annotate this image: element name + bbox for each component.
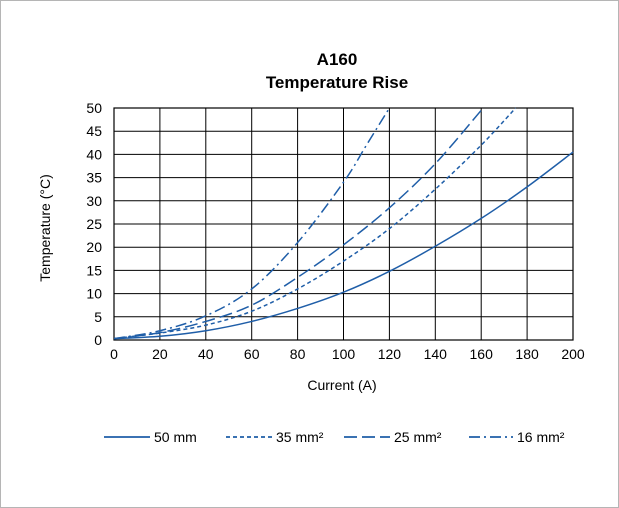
x-tick-label: 80 [290, 346, 306, 362]
x-axis-label: Current (A) [307, 377, 376, 393]
x-tick-label: 160 [470, 346, 494, 362]
y-tick-label: 0 [94, 332, 102, 348]
y-tick-label: 50 [86, 100, 102, 116]
y-tick-label: 35 [86, 170, 102, 186]
x-tick-label: 20 [152, 346, 168, 362]
x-tick-label: 0 [110, 346, 118, 362]
y-tick-label: 40 [86, 146, 102, 162]
x-tick-label: 40 [198, 346, 214, 362]
y-tick-label: 5 [94, 309, 102, 325]
legend-label-3: 25 mm² [394, 429, 442, 445]
y-axis-label: Temperature (°C) [37, 174, 53, 282]
series-line-3 [114, 109, 482, 340]
series-line-4 [114, 107, 391, 340]
chart-title-line1: A160 [317, 50, 358, 69]
legend-label-2: 35 mm² [276, 429, 324, 445]
x-tick-label: 140 [424, 346, 448, 362]
chart-ticks: 0 20 40 60 80 100 120 140 160 180 200 0 5 10 15 20 25 30 3… [86, 100, 584, 362]
legend-label-4: 16 mm² [517, 429, 565, 445]
chart-legend: 50 mm 35 mm² 25 mm² 16 mm² [104, 429, 565, 445]
series-line-2 [114, 107, 517, 340]
x-tick-label: 200 [561, 346, 585, 362]
y-tick-label: 25 [86, 216, 102, 232]
x-tick-label: 60 [244, 346, 260, 362]
y-tick-label: 30 [86, 193, 102, 209]
x-tick-label: 120 [378, 346, 402, 362]
chart-lines [114, 107, 574, 340]
chart-grid [113, 107, 574, 341]
y-tick-label: 45 [86, 123, 102, 139]
x-tick-label: 180 [515, 346, 539, 362]
y-tick-label: 10 [86, 286, 102, 302]
series-line-1 [114, 151, 574, 340]
y-tick-label: 20 [86, 239, 102, 255]
chart-title-line2: Temperature Rise [266, 73, 408, 92]
legend-label-1: 50 mm [154, 429, 197, 445]
x-tick-label: 100 [332, 346, 356, 362]
y-tick-label: 15 [86, 262, 102, 278]
